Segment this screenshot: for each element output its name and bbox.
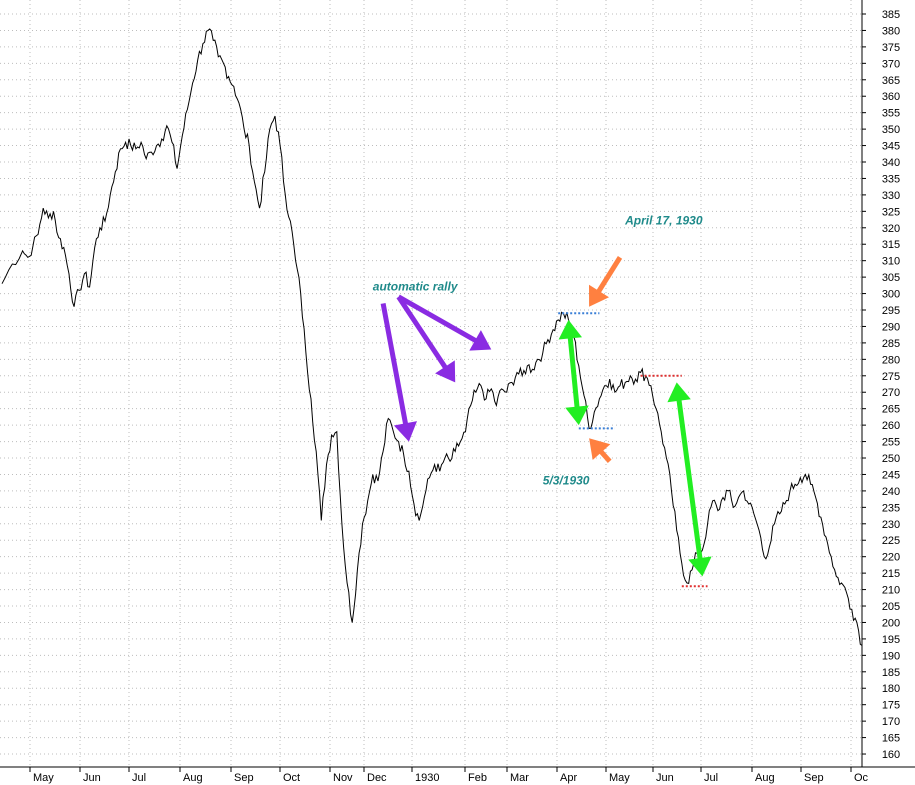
- y-tick-label: 160: [882, 749, 900, 761]
- y-tick-label: 185: [882, 667, 900, 679]
- y-tick-label: 340: [882, 157, 900, 169]
- y-tick-label: 365: [882, 75, 900, 87]
- x-tick-label: Jul: [704, 772, 718, 784]
- annotation-arrow-head: [469, 330, 492, 351]
- y-tick-label: 200: [882, 617, 900, 629]
- y-tick-label: 175: [882, 700, 900, 712]
- annotation-arrow-head: [667, 382, 691, 403]
- x-tick-label: Jun: [656, 772, 674, 784]
- series-line-0: [1, 28, 863, 646]
- y-tick-label: 165: [882, 733, 900, 745]
- annotation-arrow-shaft: [380, 302, 409, 427]
- y-tick-label: 300: [882, 289, 900, 301]
- y-tick-label: 265: [882, 404, 900, 416]
- annotation-labels: automatic rally April 17, 1930 5/3/1930: [373, 213, 703, 487]
- y-tick-label: 250: [882, 453, 900, 465]
- x-tick-label: Jun: [83, 772, 101, 784]
- y-tick-label: 270: [882, 387, 900, 399]
- annotation-arrow-head: [589, 284, 609, 307]
- y-tick-label: 305: [882, 272, 900, 284]
- y-tick-label: 275: [882, 371, 900, 383]
- y-tick-label: 375: [882, 42, 900, 54]
- y-tick-label: 240: [882, 486, 900, 498]
- annotation-arrow-shaft: [397, 294, 480, 345]
- y-tick-label: 280: [882, 354, 900, 366]
- x-tick-label: Nov: [333, 772, 353, 784]
- y-tick-label: 335: [882, 173, 900, 185]
- x-tick-label: Oct: [283, 772, 300, 784]
- y-tick-label: 285: [882, 338, 900, 350]
- x-tick-label: Apr: [560, 772, 577, 784]
- y-tick-label: 345: [882, 141, 900, 153]
- x-tick-label: Feb: [468, 772, 487, 784]
- x-tick-label: May: [33, 772, 54, 784]
- annotation-arrow-head: [565, 405, 589, 426]
- x-tick-label: May: [609, 772, 630, 784]
- y-tick-label: 325: [882, 206, 900, 218]
- x-tick-label: Jul: [132, 772, 146, 784]
- y-tick-label: 350: [882, 124, 900, 136]
- y-tick-label: 315: [882, 239, 900, 251]
- y-tick-label: 215: [882, 568, 900, 580]
- y-tick-label: 225: [882, 535, 900, 547]
- y-tick-label: 295: [882, 305, 900, 317]
- y-tick-label: 255: [882, 437, 900, 449]
- annotation-arrow-head: [558, 319, 582, 340]
- annotation-label: automatic rally: [373, 279, 459, 293]
- annotation-arrow-head: [393, 421, 417, 442]
- y-tick-label: 310: [882, 256, 900, 268]
- annotation-arrow-head: [435, 360, 456, 383]
- y-tick-label: 195: [882, 634, 900, 646]
- series-layer: [1, 28, 863, 646]
- x-tick-label: Sep: [234, 772, 254, 784]
- y-tick-label: 290: [882, 321, 900, 333]
- y-tick-label: 230: [882, 519, 900, 531]
- x-tick-label: Aug: [755, 772, 775, 784]
- y-tick-label: 235: [882, 502, 900, 514]
- annotation-label: 5/3/1930: [543, 473, 590, 487]
- y-tick-label: 385: [882, 9, 900, 21]
- level-lines: [558, 312, 708, 588]
- y-tick-label: 210: [882, 585, 900, 597]
- x-tick-label: Mar: [510, 772, 529, 784]
- x-tick-label: Sep: [804, 772, 824, 784]
- y-tick-label: 245: [882, 469, 900, 481]
- annotation-arrow-head: [589, 438, 611, 460]
- y-axis-ticks: 160 165 170 175 180 185 190 195 200 205 210 215 220 2…: [862, 9, 900, 761]
- grid-lines: [0, 0, 862, 767]
- y-tick-label: 180: [882, 683, 900, 695]
- x-tick-label: Oc: [854, 772, 869, 784]
- x-tick-label: Aug: [183, 772, 203, 784]
- x-tick-label: Dec: [367, 772, 387, 784]
- x-axis-ticks: May Jun Jul Aug Sep Oct Nov Dec 1930 Feb Mar Apr May…: [29, 767, 869, 784]
- y-tick-label: 360: [882, 91, 900, 103]
- y-tick-label: 330: [882, 190, 900, 202]
- y-tick-label: 370: [882, 58, 900, 70]
- y-tick-label: 355: [882, 108, 900, 120]
- y-tick-label: 320: [882, 223, 900, 235]
- annotation-arrow-head: [688, 556, 712, 577]
- annotation-arrows: [380, 256, 712, 577]
- y-tick-label: 380: [882, 25, 900, 37]
- annotation-arrow-shaft: [595, 256, 623, 295]
- y-tick-label: 170: [882, 716, 900, 728]
- y-tick-label: 190: [882, 650, 900, 662]
- y-tick-label: 220: [882, 552, 900, 564]
- y-tick-label: 205: [882, 601, 900, 613]
- annotation-arrow-shaft: [567, 334, 580, 411]
- annotation-arrow-shaft: [676, 397, 703, 562]
- x-tick-label: 1930: [415, 772, 439, 784]
- annotation-arrow-shaft: [396, 295, 449, 371]
- y-tick-label: 260: [882, 420, 900, 432]
- annotation-label: April 17, 1930: [624, 213, 703, 227]
